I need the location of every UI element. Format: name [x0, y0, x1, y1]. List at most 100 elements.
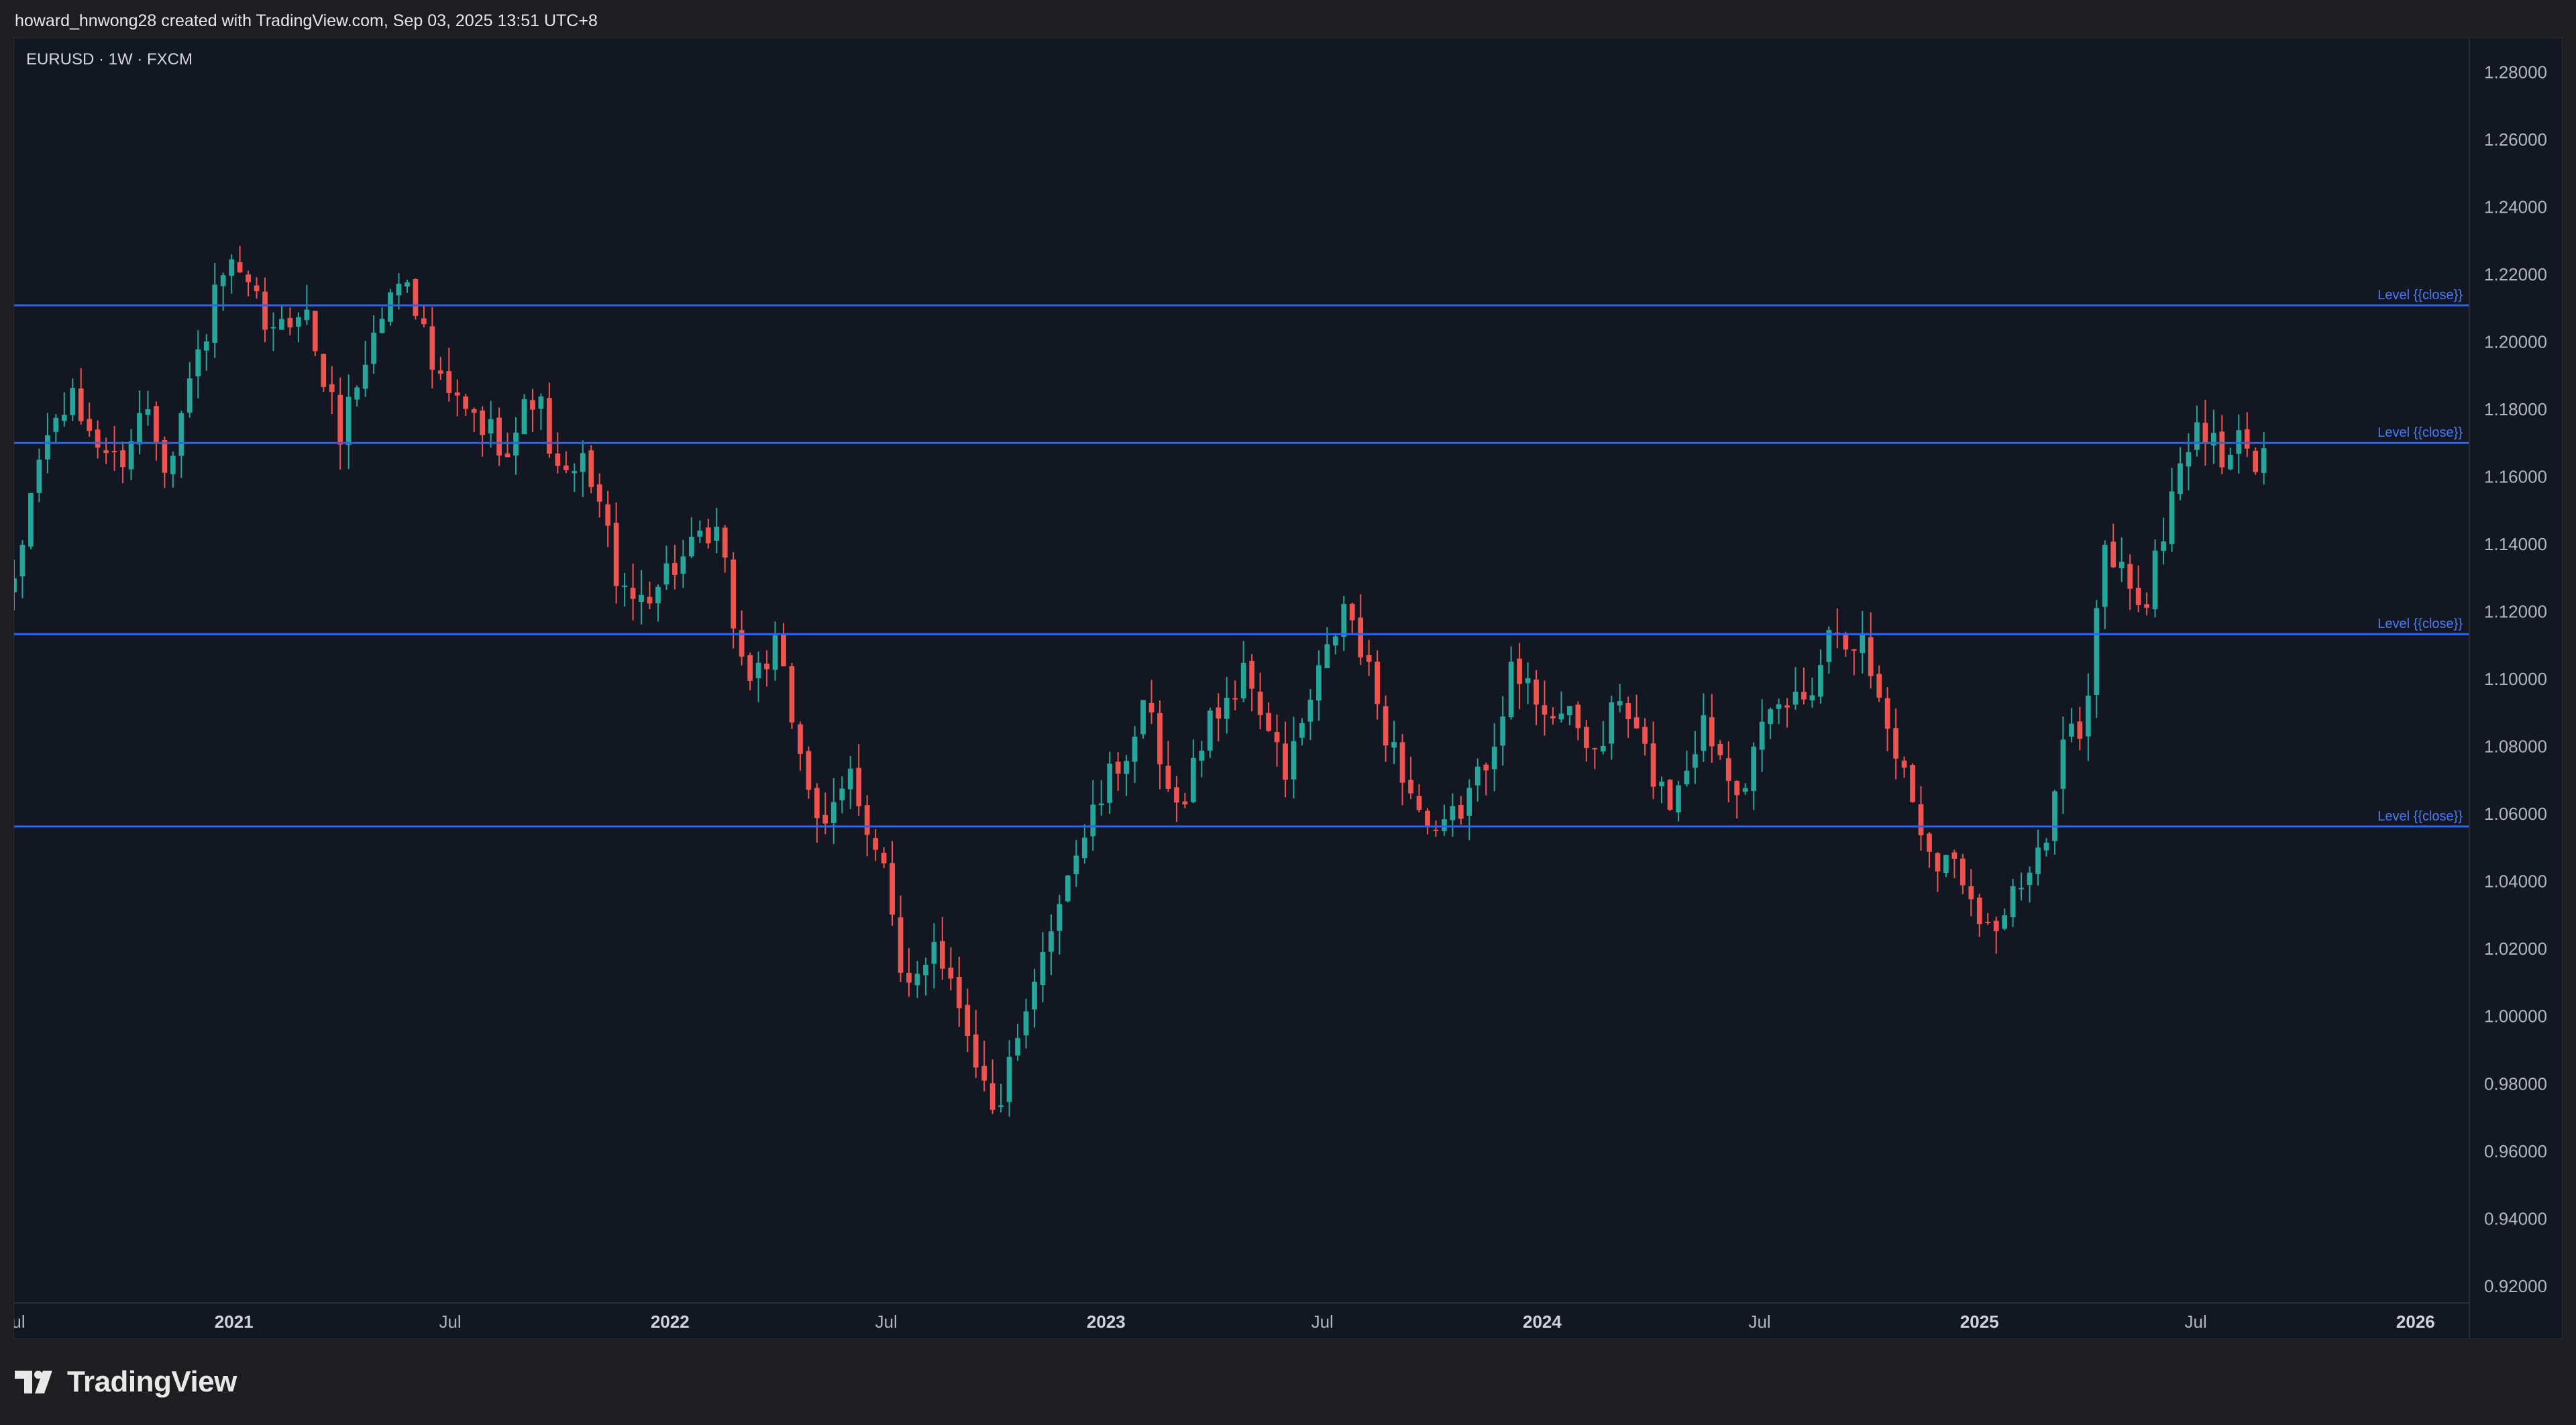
candle [647, 581, 653, 610]
price-tick-label: 1.04000 [2484, 872, 2547, 892]
candle-body [596, 484, 602, 502]
candle-body [1032, 982, 1037, 1010]
candle-body [781, 633, 786, 667]
candle-body [572, 471, 578, 474]
candle [1416, 784, 1422, 812]
candle [1642, 718, 1648, 756]
candle-body [396, 283, 402, 296]
candle [354, 385, 360, 407]
candle-body [203, 341, 209, 351]
price-tick-label: 1.02000 [2484, 939, 2547, 959]
candle-body [220, 275, 226, 286]
candle [1684, 750, 1690, 787]
candle-body [747, 655, 753, 681]
candle [731, 552, 737, 649]
candle [296, 312, 301, 343]
candle [137, 390, 142, 455]
candle-body [304, 309, 310, 321]
candle-body [1818, 665, 1823, 697]
candle [981, 1041, 987, 1092]
candle-body [279, 319, 284, 330]
candle-body [262, 291, 268, 330]
candle [2077, 706, 2083, 751]
candle-body [1358, 617, 1364, 657]
candle [1474, 758, 1481, 802]
candle-body [1676, 785, 1681, 812]
candle [847, 755, 853, 809]
candle-body [1525, 678, 1531, 684]
candle [1809, 678, 1815, 708]
candle [463, 394, 469, 416]
candle [1124, 755, 1129, 796]
candle-body [87, 419, 93, 431]
candle [1115, 752, 1121, 791]
candle [1876, 665, 1882, 702]
candle-body [170, 456, 176, 474]
brand-logo[interactable]: TradingView [15, 1363, 237, 1401]
price-tick-label: 0.92000 [2484, 1276, 2547, 1296]
candle [1701, 693, 1707, 762]
candle-body [1324, 644, 1330, 668]
candle-body [1542, 705, 1548, 715]
chart-pane[interactable]: Level {{close}}1.21080Level {{close}}1.1… [13, 38, 2563, 1339]
candle [1567, 706, 1572, 726]
candle [70, 378, 76, 421]
candle [61, 392, 67, 427]
candle [1383, 695, 1389, 762]
candle [145, 390, 151, 426]
candle-body [1006, 1057, 1012, 1102]
candle [1927, 832, 1932, 868]
candle [1232, 680, 1238, 710]
candle [345, 374, 352, 470]
candle-body [898, 917, 904, 973]
candle [1759, 699, 1765, 772]
candle [881, 847, 887, 868]
candle-body [178, 413, 184, 456]
candle-body [1232, 698, 1238, 700]
candle-body [714, 527, 720, 541]
candle [1098, 780, 1104, 816]
candle-body [1299, 723, 1305, 738]
candle-body [1425, 810, 1430, 828]
candle-body [1115, 761, 1121, 774]
candle-body [2043, 842, 2049, 851]
candle [1466, 779, 1472, 841]
candle [1600, 721, 1606, 755]
price-chart[interactable]: Level {{close}}1.21080Level {{close}}1.1… [14, 38, 2562, 1338]
candle [1834, 608, 1840, 649]
candle-body [1809, 695, 1815, 700]
candle-body [722, 527, 728, 558]
candle [1525, 662, 1531, 704]
candle [739, 610, 745, 666]
candle [2135, 565, 2141, 613]
price-tick-label: 1.16000 [2484, 466, 2547, 486]
candle [1240, 641, 1246, 702]
candle-body [705, 527, 711, 543]
candle [1132, 726, 1138, 783]
candle [178, 411, 184, 478]
candle-body [429, 326, 435, 370]
candle-body [948, 967, 954, 979]
candle [120, 441, 125, 484]
candle [655, 584, 661, 622]
candle [1442, 804, 1447, 836]
candle [781, 623, 786, 667]
candle [1676, 781, 1681, 822]
candle-body [329, 384, 335, 392]
candle-body [1759, 721, 1765, 750]
candle-body [1575, 704, 1581, 729]
candle-body [1717, 743, 1723, 755]
candle-body [120, 450, 125, 468]
candle [2102, 540, 2108, 629]
price-tick-label: 1.10000 [2484, 669, 2547, 689]
candle-body [1985, 922, 1991, 924]
candle [722, 525, 728, 573]
candle [613, 502, 619, 604]
candle [2144, 592, 2149, 616]
candle [270, 312, 276, 352]
candle [1408, 756, 1413, 800]
candle [973, 1010, 979, 1078]
candle-body [287, 317, 293, 327]
candle-body [605, 504, 611, 526]
candle [1057, 894, 1063, 955]
